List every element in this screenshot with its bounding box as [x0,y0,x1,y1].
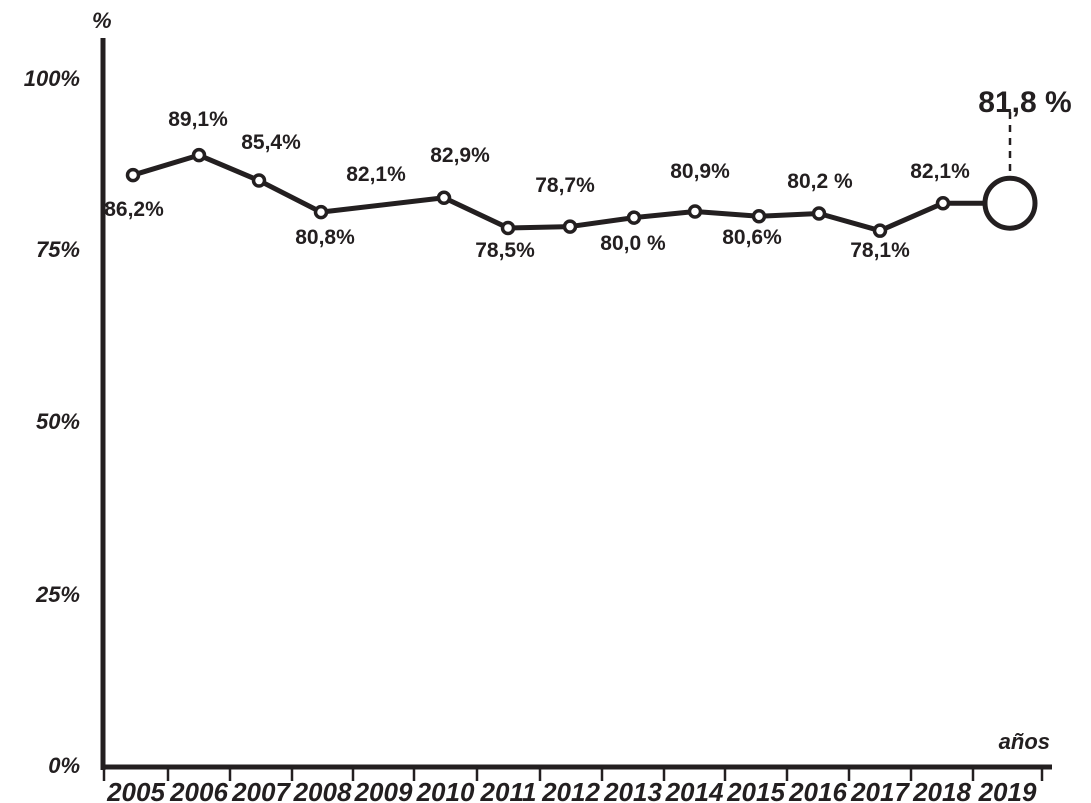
data-label: 85,4% [241,131,301,154]
x-tick-label: 2019 [978,777,1037,803]
x-tick-label: 2012 [541,777,600,803]
data-point [251,173,267,188]
y-tick-label: 75% [36,237,80,262]
x-tick-label: 2015 [726,777,785,803]
highlight-point [982,175,1038,231]
data-point [436,190,452,205]
data-label: 78,1% [850,239,910,262]
data-point [313,204,329,220]
x-tick-group: 2005 2006 2007 2008 2009 2010 2011 2012 2013 2014… [102,767,1044,803]
series-line-group [130,152,1013,234]
y-tick-label: 25% [35,582,80,607]
y-tick-label: 0% [48,753,80,778]
y-unit-label: % [92,8,112,33]
data-label: 82,1% [346,163,406,186]
data-label: 78,7% [535,174,595,197]
data-point [751,209,767,224]
data-labels-group: 86,2% 89,1% 85,4% 80,8% 82,1% 82,9% 78,5% 78,7%… [104,108,970,262]
x-tick-label: 2014 [665,777,724,803]
data-point [811,206,827,221]
data-label: 80,0 % [600,232,666,255]
x-tick-label: 2013 [603,777,662,803]
y-tick-group: 0% 25% 50% 75% 100% [24,66,80,778]
data-point [626,210,642,225]
data-point [191,147,207,163]
x-tick-label: 2016 [788,777,847,803]
x-tick-label: 2005 [106,777,165,803]
data-label: 80,6% [722,226,782,249]
data-label: 82,1% [910,160,970,183]
x-axis-label: años [999,729,1050,754]
series-line [130,152,1013,234]
data-point [125,167,141,183]
data-point [935,195,951,211]
x-tick-label: 2018 [912,777,971,803]
data-points-group [125,147,1038,238]
highlight-label: 81,8 % [978,86,1071,119]
data-label: 80,9% [670,160,730,183]
x-tick-label: 2006 [169,777,228,803]
data-point [872,223,888,238]
y-tick-label: 50% [36,409,80,434]
data-point [562,219,578,234]
data-label: 89,1% [168,108,228,131]
x-tick-label: 2009 [354,777,413,803]
data-point [500,220,516,236]
x-tick-label: 2010 [416,777,475,803]
x-tick-label: 2011 [480,777,537,803]
data-label: 80,2 % [787,170,853,193]
x-tick-label: 2008 [293,777,352,803]
data-label: 82,9% [430,144,490,167]
data-label: 80,8% [295,226,355,249]
data-label: 86,2% [104,198,164,221]
y-tick-label: 100% [24,66,80,91]
x-tick-label: 2007 [231,777,291,803]
data-label: 78,5% [475,239,535,262]
x-tick-label: 2017 [850,777,910,803]
data-point [687,204,703,219]
